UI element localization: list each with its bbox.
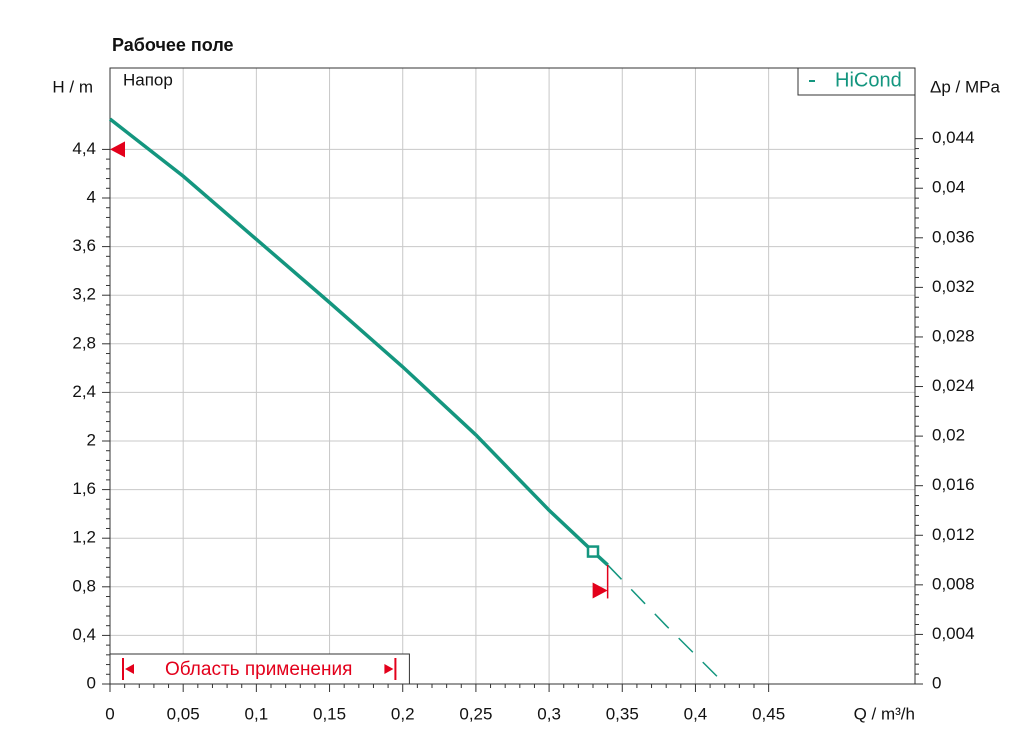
range-label: Область применения: [165, 659, 352, 680]
y-tick-label: 0,4: [72, 625, 96, 644]
y-axis-label: H / m: [52, 77, 93, 96]
y-tick-label: 4,4: [72, 139, 96, 158]
x-tick-label: 0,2: [391, 704, 415, 723]
y2-tick-label: 0,012: [932, 525, 975, 544]
x-axis-label: Q / m³/h: [854, 704, 915, 723]
plot-frame: [109, 67, 916, 685]
x-tick-label: 0,4: [684, 704, 708, 723]
y2-tick-label: 0,036: [932, 227, 975, 246]
y-tick-label: 2: [87, 430, 96, 449]
y2-tick-label: 0,044: [932, 128, 975, 147]
x-tick-label: 0,05: [167, 704, 200, 723]
y-tick-label: 4: [87, 187, 96, 206]
y-tick-label: 2,8: [72, 333, 96, 352]
y2-tick-label: 0,008: [932, 574, 975, 593]
x-tick-label: 0,45: [752, 704, 785, 723]
range-arrow: [384, 664, 394, 674]
y2-tick-label: 0,016: [932, 475, 975, 494]
y-tick-label: 3,2: [72, 285, 96, 304]
y-tick-label: 0: [87, 673, 96, 692]
x-tick-label: 0,35: [606, 704, 639, 723]
x-tick-label: 0,25: [459, 704, 492, 723]
y-tick-label: 0,8: [72, 576, 96, 595]
x-tick-label: 0,3: [537, 704, 561, 723]
limit-marker: [110, 141, 125, 158]
y2-tick-label: 0,02: [932, 426, 965, 445]
y2-axis-label: Δp / MPa: [930, 77, 1000, 96]
y-tick-label: 2,4: [72, 382, 96, 401]
x-tick-label: 0,15: [313, 704, 346, 723]
chart-title: Рабочее поле: [112, 35, 234, 55]
x-tick-label: 0: [105, 704, 114, 723]
y-tick-label: 1,2: [72, 528, 96, 547]
y-tick-label: 3,6: [72, 236, 96, 255]
range-arrow: [125, 664, 134, 674]
curve: [108, 117, 609, 567]
y-tick-label: 1,6: [72, 479, 96, 498]
y2-tick-label: 0: [932, 673, 941, 692]
curve: [607, 564, 726, 685]
y2-tick-label: 0,028: [932, 326, 975, 345]
legend-label: HiCond: [835, 69, 902, 91]
legend-box: [797, 67, 916, 96]
y2-tick-label: 0,032: [932, 277, 975, 296]
y2-tick-label: 0,04: [932, 178, 965, 197]
y2-tick-label: 0,004: [932, 624, 975, 643]
range-box: [109, 653, 410, 685]
limit-marker: [592, 582, 608, 599]
operating-point: [586, 545, 600, 558]
panel-label: Напор: [123, 70, 173, 89]
x-tick-label: 0,1: [245, 704, 269, 723]
y2-tick-label: 0,024: [932, 376, 975, 395]
